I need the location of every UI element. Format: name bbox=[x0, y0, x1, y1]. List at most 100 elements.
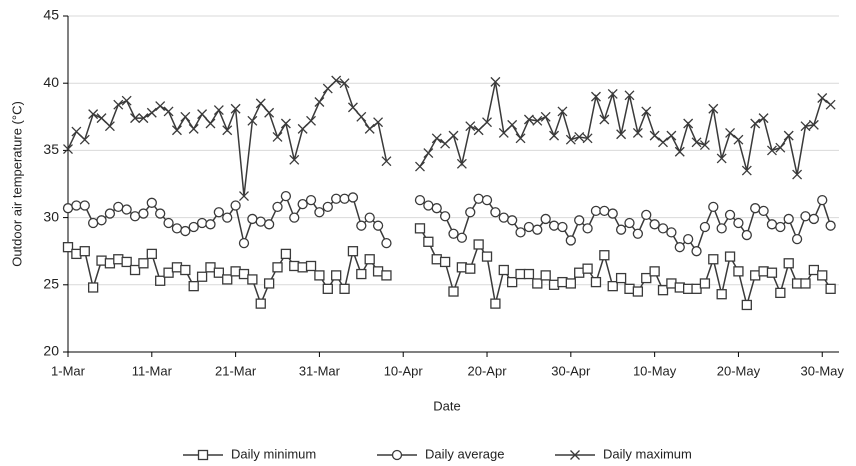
marker-circle bbox=[574, 215, 585, 226]
marker-cross bbox=[792, 169, 803, 180]
marker-cross bbox=[825, 99, 836, 110]
marker-square bbox=[87, 282, 99, 293]
marker-square bbox=[699, 278, 711, 289]
marker-cross bbox=[230, 103, 241, 114]
marker-circle bbox=[372, 220, 384, 231]
marker-circle bbox=[331, 193, 342, 204]
marker-square bbox=[808, 264, 820, 276]
marker-cross bbox=[808, 119, 819, 130]
marker-square bbox=[465, 263, 476, 274]
x-tick-label: 10-May bbox=[633, 363, 677, 378]
marker-circle bbox=[666, 227, 677, 238]
marker-circle bbox=[391, 449, 403, 461]
marker-square bbox=[817, 270, 828, 281]
marker-square bbox=[498, 264, 509, 276]
x-axis-label: Date bbox=[433, 398, 460, 413]
marker-square bbox=[138, 258, 149, 269]
marker-square bbox=[582, 263, 593, 274]
marker-cross bbox=[649, 130, 660, 141]
marker-square bbox=[507, 276, 518, 288]
marker-cross bbox=[104, 121, 115, 132]
marker-cross bbox=[599, 114, 610, 125]
marker-cross bbox=[431, 133, 442, 144]
marker-cross bbox=[423, 148, 434, 159]
marker-circle bbox=[481, 194, 493, 206]
marker-cross bbox=[381, 156, 392, 167]
marker-cross bbox=[456, 158, 467, 169]
marker-circle bbox=[716, 223, 727, 234]
marker-circle bbox=[708, 201, 719, 212]
marker-square bbox=[800, 278, 811, 289]
marker-circle bbox=[590, 205, 602, 217]
marker-circle bbox=[439, 211, 451, 222]
marker-square bbox=[657, 285, 669, 296]
marker-cross bbox=[155, 101, 166, 112]
marker-circle bbox=[657, 223, 669, 234]
marker-circle bbox=[649, 219, 660, 230]
marker-square bbox=[783, 258, 794, 269]
marker-circle bbox=[339, 193, 350, 204]
marker-cross bbox=[725, 127, 736, 138]
x-tick-label: 1-Mar bbox=[51, 363, 86, 378]
marker-cross bbox=[322, 83, 333, 94]
marker-circle bbox=[817, 194, 828, 206]
y-tick-label: 30 bbox=[43, 208, 59, 224]
marker-cross bbox=[574, 132, 585, 142]
legend-item: Daily minimum bbox=[183, 446, 316, 461]
marker-square bbox=[163, 267, 174, 278]
x-tick-label: 20-Apr bbox=[468, 363, 508, 378]
marker-circle bbox=[104, 208, 116, 219]
marker-cross bbox=[339, 78, 350, 89]
marker-circle bbox=[800, 211, 811, 222]
marker-circle bbox=[263, 219, 275, 230]
marker-cross bbox=[280, 118, 291, 129]
marker-square bbox=[305, 260, 317, 272]
marker-square bbox=[196, 271, 208, 282]
marker-cross bbox=[683, 118, 694, 129]
marker-square bbox=[641, 272, 652, 284]
marker-circle bbox=[783, 213, 794, 225]
marker-square bbox=[632, 286, 644, 297]
marker-circle bbox=[490, 207, 501, 218]
marker-square bbox=[574, 267, 585, 278]
marker-circle bbox=[557, 221, 568, 233]
marker-cross bbox=[591, 91, 601, 102]
marker-square bbox=[607, 280, 618, 292]
marker-square bbox=[439, 256, 451, 268]
marker-cross bbox=[331, 75, 342, 86]
marker-square bbox=[280, 248, 292, 260]
marker-cross bbox=[356, 111, 367, 122]
marker-cross bbox=[632, 127, 643, 138]
marker-circle bbox=[775, 221, 786, 233]
marker-cross bbox=[565, 134, 576, 145]
marker-circle bbox=[523, 221, 535, 233]
marker-square bbox=[456, 262, 468, 273]
marker-circle bbox=[724, 209, 736, 221]
marker-circle bbox=[414, 194, 426, 206]
marker-cross bbox=[272, 132, 283, 142]
marker-cross bbox=[523, 114, 534, 125]
marker-cross bbox=[255, 98, 266, 109]
marker-square bbox=[423, 236, 434, 247]
marker-circle bbox=[71, 200, 82, 211]
marker-cross bbox=[515, 133, 526, 144]
marker-cross bbox=[314, 97, 325, 107]
marker-cross bbox=[171, 125, 182, 136]
marker-square bbox=[347, 246, 359, 257]
marker-cross bbox=[800, 121, 811, 132]
marker-cross bbox=[733, 134, 744, 145]
marker-cross bbox=[71, 126, 82, 137]
marker-circle bbox=[79, 200, 90, 211]
marker-square bbox=[222, 274, 233, 285]
marker-cross bbox=[570, 450, 580, 460]
marker-square bbox=[733, 266, 744, 277]
marker-cross bbox=[297, 123, 308, 134]
marker-square bbox=[188, 280, 199, 292]
marker-square bbox=[155, 275, 166, 286]
marker-cross bbox=[624, 90, 635, 101]
marker-square bbox=[515, 268, 526, 280]
x-tick-label: 31-Mar bbox=[299, 363, 341, 378]
marker-square bbox=[230, 266, 241, 277]
marker-square bbox=[724, 251, 736, 262]
